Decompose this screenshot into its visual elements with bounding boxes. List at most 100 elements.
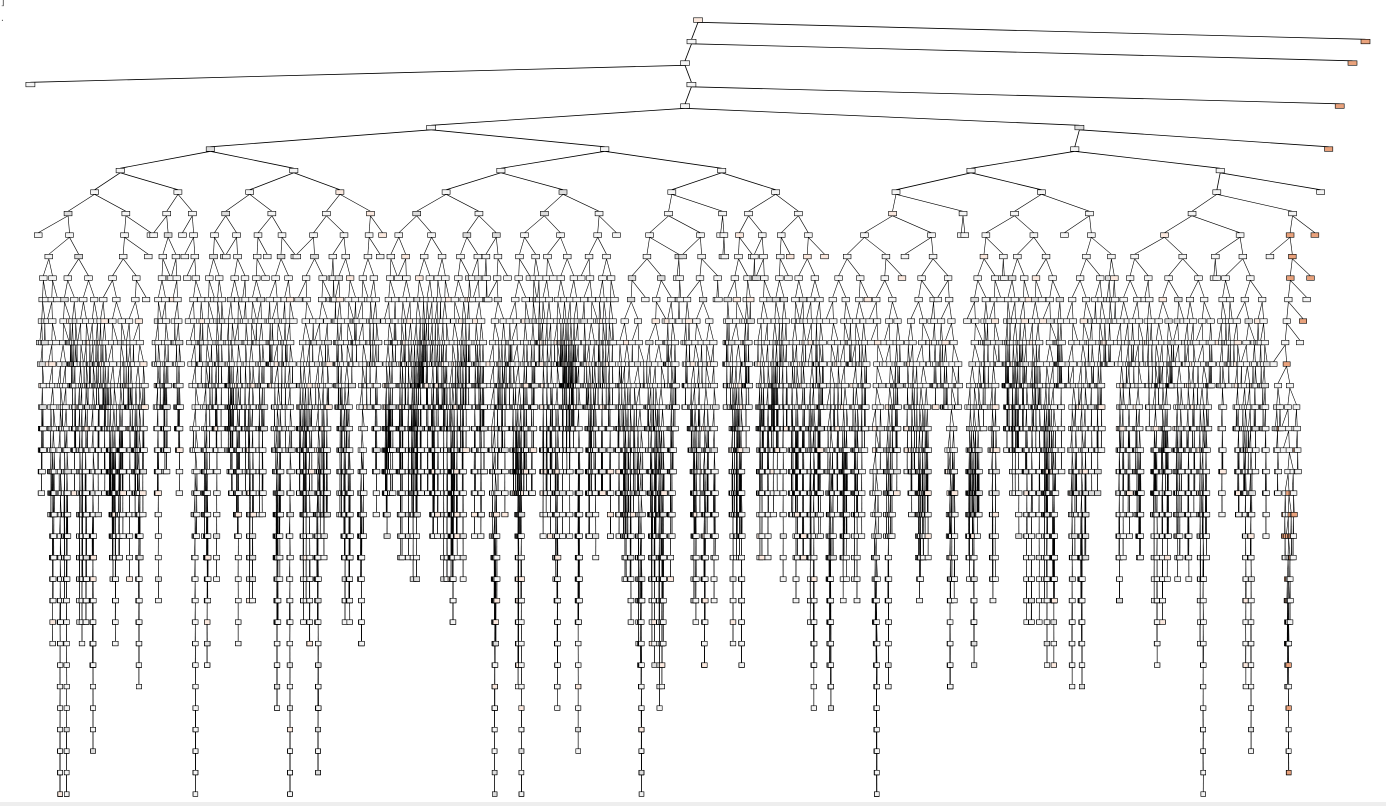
tree-edge [429, 280, 433, 298]
tree-edge [138, 430, 141, 448]
tree-edge [389, 258, 392, 276]
tree-edge [518, 366, 520, 384]
tree-edge [289, 473, 292, 491]
tree-edge [602, 258, 607, 276]
tree-edge [50, 387, 53, 405]
tree-edge [299, 387, 302, 405]
tree-edge [142, 409, 145, 427]
tree-edge [410, 323, 413, 341]
tree-edge [41, 409, 43, 427]
tree-edge [634, 366, 639, 384]
tree-edge [609, 323, 612, 341]
tree-edge [398, 237, 406, 255]
tree-edge [361, 280, 364, 298]
tree-edge [375, 301, 377, 319]
tree-edge [323, 409, 325, 427]
tree-edge [401, 301, 404, 319]
tree-edge [646, 237, 650, 255]
tree-edge [115, 452, 117, 470]
tree-edge [157, 323, 159, 341]
tree-edge [120, 323, 122, 341]
tree-edge [48, 237, 70, 255]
tree-edge [176, 323, 179, 341]
tree-edge [85, 430, 87, 448]
tree-edge [458, 280, 464, 298]
tree-edge [556, 301, 559, 319]
tree-edge [119, 409, 121, 427]
tree-edge [309, 430, 311, 448]
tree-edge [98, 387, 100, 405]
tree-edge [405, 323, 407, 341]
tree-edge [138, 473, 141, 491]
tree-edge [52, 387, 54, 405]
tree-edge [230, 344, 233, 362]
tree-edge [179, 344, 181, 362]
tree-edge [386, 387, 388, 405]
tree-edge [221, 301, 224, 319]
tree-edge [347, 344, 352, 362]
tree-edge [415, 301, 418, 319]
tree-edge [583, 280, 591, 298]
tree-edge [51, 280, 53, 298]
tree-edge [471, 258, 479, 276]
tree-edge [261, 344, 264, 362]
tree-edge [649, 344, 651, 362]
tree-edge [631, 258, 648, 276]
tree-edge [319, 344, 324, 362]
tree-edge [195, 280, 202, 298]
tree-edge [571, 344, 573, 362]
tree-edge [277, 387, 279, 405]
tree-edge [304, 366, 306, 384]
tree-edge [317, 452, 320, 470]
tree-edge [524, 237, 536, 255]
tree-edge [420, 344, 422, 362]
tree-edge [64, 280, 68, 298]
output-cell-gutter: ] · [0, 0, 14, 30]
tree-edge [162, 258, 171, 276]
tree-edge [416, 387, 418, 405]
tree-edge [119, 387, 122, 405]
tree-edge [237, 258, 246, 276]
tree-edge [260, 301, 262, 319]
tree-edge [319, 323, 321, 341]
tree-edge [390, 258, 398, 276]
tree-edge [252, 366, 255, 384]
tree-edge [524, 215, 545, 234]
tree-edge [79, 452, 81, 470]
tree-edge [252, 280, 257, 298]
tree-edge [655, 323, 660, 341]
tree-edge [110, 366, 114, 384]
tree-edge [341, 387, 343, 405]
tree-edge [130, 387, 132, 405]
tree-edge [126, 344, 128, 362]
tree-edge [367, 258, 375, 276]
tree-edge [362, 409, 365, 427]
tree-edge [548, 323, 551, 341]
tree-edge [119, 430, 121, 448]
tree-edge [598, 215, 617, 234]
tree-edge [53, 430, 55, 448]
tree-edge [47, 301, 53, 319]
tree-edge [206, 344, 210, 362]
tree-edge [92, 301, 95, 319]
tree-edge [153, 215, 167, 233]
tree-edge [632, 323, 639, 341]
tree-edge [104, 366, 107, 384]
tree-edge [210, 129, 432, 148]
tree-edge [43, 280, 47, 298]
tree-edge [444, 280, 446, 298]
tree-edge [496, 280, 499, 298]
tree-edge [272, 301, 278, 319]
tree-edge [158, 301, 162, 319]
tree-edge [637, 344, 640, 362]
tree-edge [51, 323, 53, 341]
tree-edge [684, 43, 692, 61]
tree-edge [443, 366, 445, 384]
tree-edge [112, 430, 114, 448]
tree-edge [419, 280, 424, 298]
tree-edge [533, 301, 536, 319]
tree-edge [417, 280, 420, 298]
tree-edge [103, 301, 105, 319]
tree-edge [74, 301, 76, 319]
tree-edge [272, 323, 274, 341]
